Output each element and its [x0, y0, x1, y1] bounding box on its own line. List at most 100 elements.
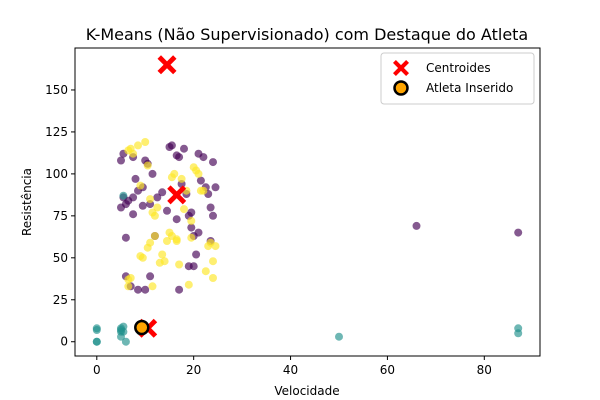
data-point — [134, 141, 142, 150]
data-point — [121, 233, 130, 242]
data-point — [175, 285, 184, 294]
centroid-layer — [138, 55, 187, 338]
data-point — [187, 223, 196, 232]
data-point — [175, 260, 184, 269]
data-point — [335, 332, 343, 341]
data-point — [187, 233, 196, 242]
data-point — [189, 262, 198, 271]
data-point — [199, 186, 208, 195]
data-point — [167, 232, 176, 240]
data-point — [211, 183, 220, 192]
data-point — [158, 250, 167, 259]
centroid-marker — [157, 55, 177, 75]
data-point — [180, 144, 188, 153]
data-point — [119, 322, 128, 331]
data-point — [514, 324, 523, 333]
data-point — [131, 174, 140, 183]
x-axis-label: Velocidade — [274, 384, 339, 398]
legend-x-shape — [393, 60, 409, 76]
data-point — [163, 237, 171, 245]
y-tick-label: 50 — [53, 251, 68, 265]
chart-title: K-Means (Não Supervisionado) com Destaqu… — [86, 25, 528, 44]
data-point — [126, 274, 135, 282]
legend-centroid-marker — [393, 60, 409, 76]
data-point — [194, 169, 203, 178]
data-point — [143, 161, 152, 170]
data-point — [150, 232, 159, 240]
data-point — [211, 242, 220, 251]
data-point — [124, 282, 133, 291]
data-point — [117, 156, 125, 165]
x-axis-ticks: 0 20 40 60 80 — [93, 356, 492, 377]
athlete-marker — [134, 319, 150, 336]
x-tick-label: 80 — [477, 363, 492, 377]
data-point — [184, 280, 193, 289]
data-point — [172, 237, 181, 245]
data-point — [199, 153, 208, 162]
data-point — [146, 195, 155, 204]
data-point — [158, 188, 167, 197]
legend-box — [380, 52, 535, 105]
data-point — [187, 216, 196, 225]
x-tick-label: 40 — [283, 363, 298, 377]
legend-athlete-marker — [393, 80, 409, 96]
data-point — [194, 228, 203, 237]
data-point — [209, 257, 217, 266]
data-point — [141, 285, 150, 294]
data-point — [121, 337, 130, 346]
data-point — [129, 149, 138, 158]
x-tick-label: 60 — [380, 363, 395, 377]
data-point — [153, 193, 162, 202]
data-point — [412, 221, 421, 230]
data-point — [163, 206, 171, 215]
data-point — [167, 141, 176, 150]
y-tick-label: 100 — [45, 167, 68, 181]
data-point — [146, 272, 155, 281]
y-tick-label: 25 — [53, 293, 68, 307]
data-point — [160, 257, 169, 266]
data-point — [150, 211, 159, 220]
data-point — [514, 228, 523, 237]
y-tick-label: 75 — [53, 209, 68, 223]
data-point — [209, 211, 217, 220]
centroid-marker — [167, 185, 187, 205]
data-point — [117, 203, 125, 212]
data-point — [138, 201, 147, 210]
data-point — [146, 238, 155, 247]
points-layer — [92, 138, 523, 346]
data-point — [201, 267, 210, 276]
legend-label-athlete: Atleta Inserido — [426, 81, 513, 95]
x-tick-label: 20 — [186, 363, 201, 377]
y-axis-ticks: 0 25 50 75 100 125 150 — [45, 83, 75, 349]
data-point — [196, 176, 205, 185]
data-point — [187, 208, 196, 217]
data-point — [141, 138, 150, 146]
data-point — [209, 158, 217, 167]
data-point — [153, 203, 162, 212]
data-point — [148, 169, 157, 178]
legend-label-centroids: Centroides — [426, 61, 491, 75]
data-point — [119, 191, 128, 200]
athlete-layer — [134, 319, 150, 336]
y-tick-label: 125 — [45, 125, 68, 139]
centroid-marker-shape — [157, 55, 177, 75]
data-point — [136, 181, 145, 190]
data-point — [129, 210, 138, 219]
data-point — [170, 169, 179, 178]
data-point — [177, 174, 186, 183]
data-point — [92, 324, 101, 333]
data-point — [206, 203, 215, 212]
y-tick-label: 150 — [45, 83, 68, 97]
data-point — [175, 153, 184, 162]
y-tick-label: 0 — [60, 335, 68, 349]
data-point — [180, 205, 188, 214]
data-point — [92, 337, 101, 346]
data-point — [134, 285, 142, 294]
y-axis-label: Resistência — [20, 168, 34, 236]
data-point — [148, 282, 157, 291]
data-point — [209, 274, 217, 282]
data-point — [138, 253, 147, 262]
legend-x — [393, 60, 409, 76]
data-point — [172, 215, 181, 224]
